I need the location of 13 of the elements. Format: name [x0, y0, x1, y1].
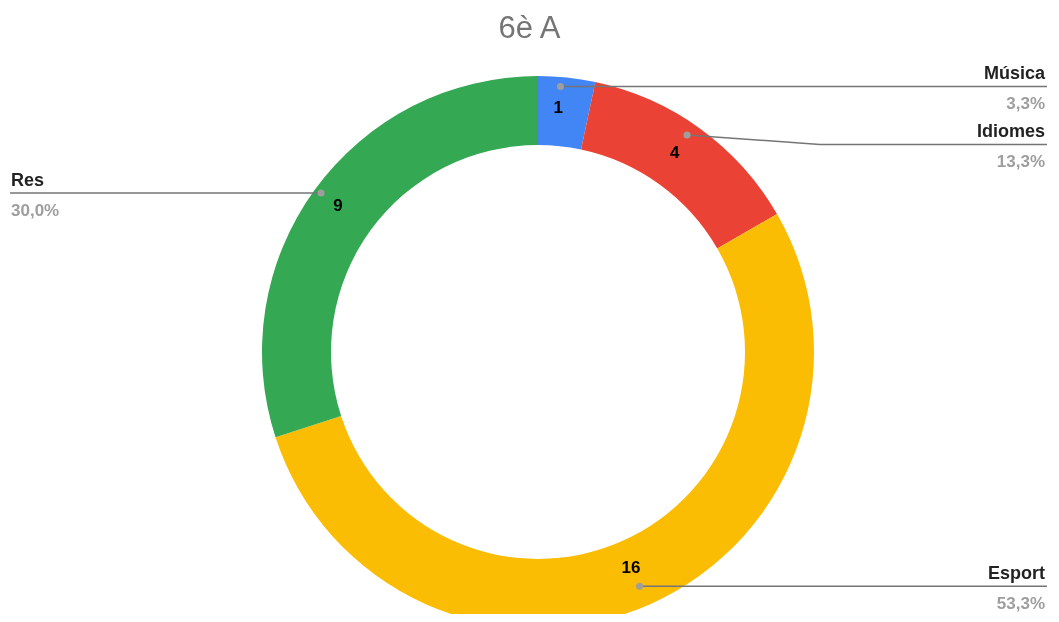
- slice-label: Música: [983, 63, 1046, 84]
- text: 3,3%: [1006, 94, 1045, 114]
- data-label: 9: [333, 196, 343, 216]
- text: 13,3%: [996, 152, 1045, 172]
- chart-title: 6è A: [497, 10, 562, 46]
- data-label: 4: [669, 143, 680, 163]
- slice-label: Res: [11, 170, 45, 190]
- text: 53,3%: [996, 594, 1045, 614]
- slice-label: Esport: [987, 563, 1045, 584]
- text: 30,0%: [11, 201, 60, 220]
- data-label: 1: [553, 98, 563, 118]
- data-label: 16: [621, 558, 641, 578]
- slice-label: Idiomes: [976, 121, 1045, 142]
